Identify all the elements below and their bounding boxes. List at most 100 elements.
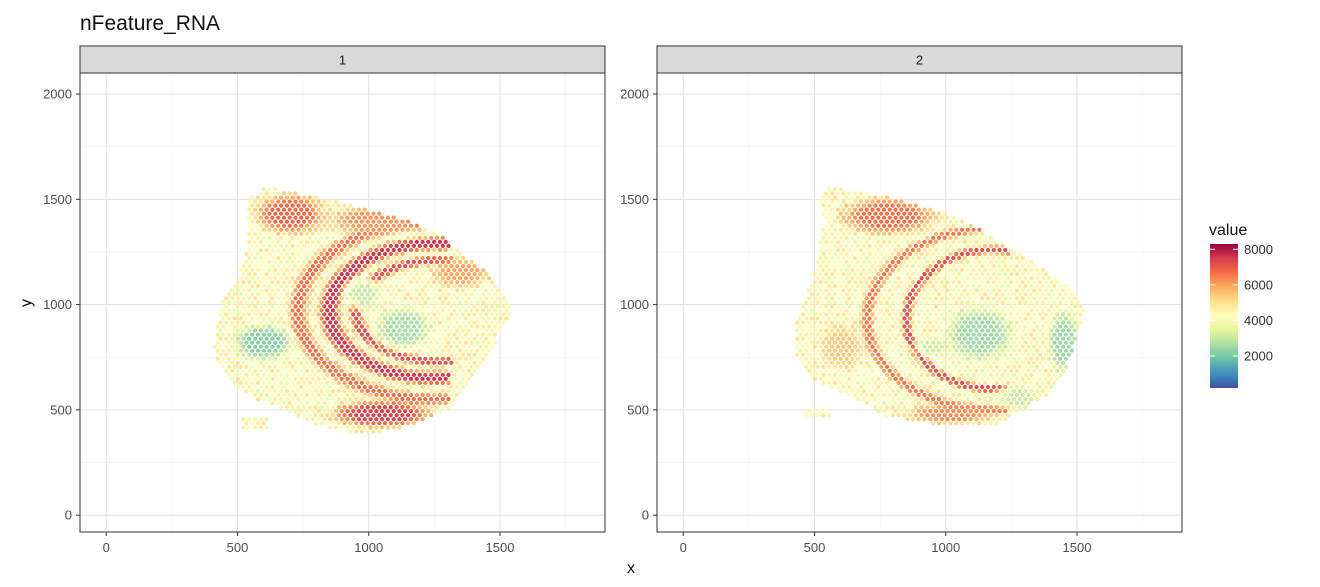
spot-point (356, 336, 362, 341)
spot-point (847, 199, 852, 204)
spot-point (983, 300, 988, 305)
spot-point (253, 296, 258, 301)
spot-point (1029, 348, 1034, 353)
spot-point (812, 304, 817, 309)
spot-point (432, 409, 437, 414)
spot-point (279, 235, 284, 240)
spot-point (440, 364, 445, 369)
spot-point (928, 255, 933, 261)
spot-point (287, 288, 292, 293)
spot-point (333, 376, 338, 381)
spot-point (959, 372, 965, 377)
spot-point (354, 235, 359, 240)
spot-point (339, 409, 344, 414)
spot-point (870, 368, 875, 373)
spot-point (858, 344, 864, 349)
spot-point (241, 328, 246, 333)
spot-point (835, 280, 841, 285)
spot-point (437, 239, 442, 244)
spot-point (994, 268, 999, 273)
spot-point (414, 239, 419, 244)
spot-point (397, 409, 402, 414)
spot-point (411, 421, 416, 426)
spot-point (838, 243, 843, 248)
spot-point (890, 340, 895, 345)
spot-point (356, 312, 362, 317)
spot-point (1058, 356, 1063, 361)
spot-point (916, 215, 921, 220)
spot-point (913, 324, 918, 329)
spot-point (359, 364, 364, 369)
spot-point (994, 388, 999, 394)
spot-point (420, 296, 425, 301)
spot-point (452, 276, 457, 281)
legend-tick-label: 4000 (1244, 313, 1273, 328)
spot-point (942, 421, 947, 426)
spot-point (1037, 288, 1043, 293)
spot-point (293, 231, 298, 236)
spot-point (276, 360, 281, 365)
spot-point (959, 235, 965, 240)
spot-point (919, 380, 924, 385)
spot-point (423, 340, 428, 345)
spot-point (1037, 328, 1043, 333)
spot-point (907, 235, 913, 240)
spot-point (460, 360, 466, 365)
spot-point (391, 368, 396, 373)
spot-point (356, 296, 362, 301)
spot-point (971, 380, 976, 385)
spot-point (232, 356, 237, 361)
spot-point (455, 255, 460, 261)
spot-point (414, 255, 419, 261)
spot-point (856, 195, 861, 200)
spot-point (345, 247, 350, 253)
spot-point (847, 304, 852, 309)
spot-point (440, 259, 445, 265)
spot-point (434, 380, 440, 385)
spot-point (922, 392, 927, 398)
spot-point (250, 388, 255, 394)
spot-point (818, 239, 823, 244)
spot-point (974, 401, 979, 406)
spot-point (279, 268, 284, 273)
spot-point (913, 348, 918, 353)
spot-point (838, 219, 843, 224)
spot-point (316, 409, 321, 414)
spot-point (328, 288, 333, 293)
spot-point (466, 336, 471, 341)
spot-point (426, 392, 431, 398)
spot-point (382, 364, 388, 369)
spot-point (821, 364, 826, 369)
spot-point (1011, 300, 1017, 305)
spot-point (928, 312, 933, 317)
spot-point (977, 397, 982, 402)
spot-point (945, 352, 950, 357)
spot-point (994, 332, 999, 337)
spot-point (339, 320, 344, 325)
spot-point (835, 304, 841, 309)
spot-point (913, 251, 918, 257)
spot-point (495, 328, 500, 333)
spot-point (936, 300, 942, 305)
spot-point (910, 328, 916, 333)
spot-point (359, 380, 364, 385)
spot-point (985, 401, 991, 406)
spot-point (994, 300, 999, 305)
spot-point (426, 264, 431, 269)
spot-point (244, 356, 249, 361)
spot-point (1000, 316, 1005, 321)
spot-point (856, 227, 861, 232)
spot-point (458, 332, 463, 337)
spot-point (368, 239, 373, 244)
spot-point (812, 336, 817, 341)
spot-point (1000, 405, 1005, 410)
spot-point (896, 405, 901, 410)
spot-point (1000, 388, 1005, 394)
spot-point (905, 231, 910, 236)
spot-point (333, 255, 338, 261)
spot-point (261, 251, 266, 257)
spot-point (475, 308, 480, 313)
spot-point (403, 320, 408, 325)
spot-point (994, 276, 999, 281)
spot-point (853, 207, 858, 212)
